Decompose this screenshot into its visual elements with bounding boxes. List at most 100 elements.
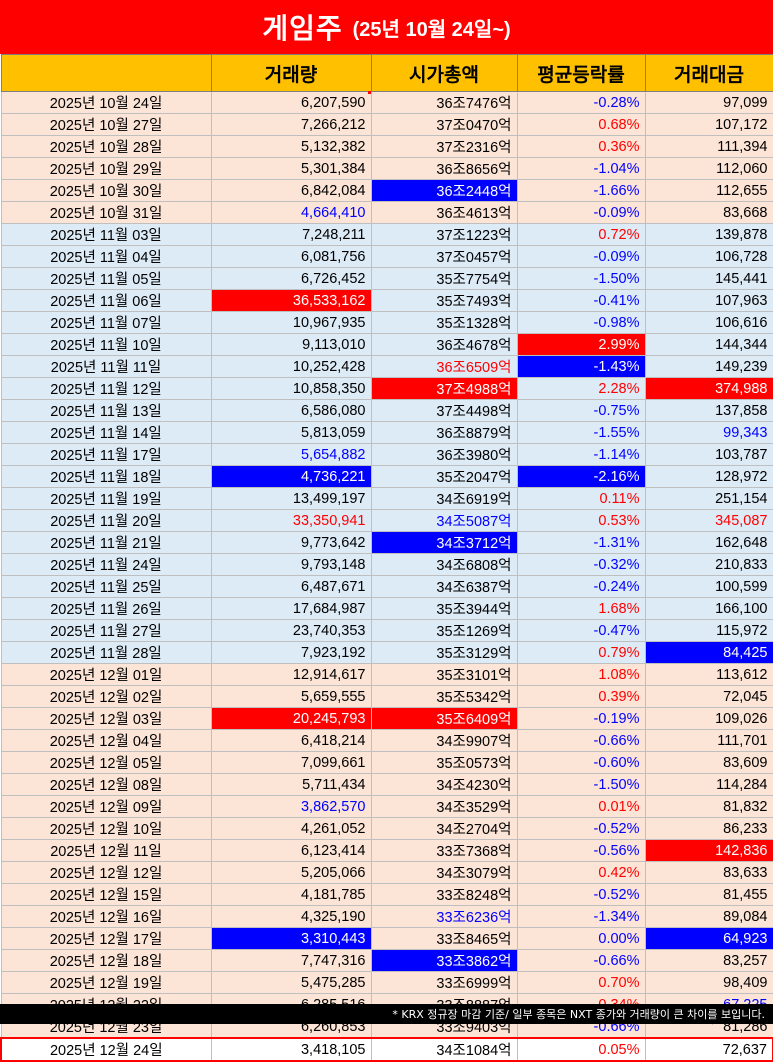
footnote: * KRX 정규장 마감 기준/ 일부 종목은 NXT 종가와 거래량이 큰 차… (0, 1004, 773, 1024)
date-cell: 2025년 11월 24일 (0, 553, 212, 576)
change-cell: -1.66% (516, 179, 646, 202)
amount-cell: 145,441 (644, 267, 773, 290)
amount-cell: 142,836 (644, 839, 773, 862)
date-cell: 2025년 11월 21일 (0, 531, 212, 554)
date-cell: 2025년 12월 09일 (0, 795, 212, 818)
volume-cell: 5,475,285 (210, 971, 372, 994)
table-row: 2025년 12월 17일 3,310,443 33조8465억 0.00% 64,92… (0, 927, 773, 950)
date-cell: 2025년 11월 25일 (0, 575, 212, 598)
title-bar: 게임주 (25년 10월 24일~) (0, 0, 773, 54)
change-cell: -1.50% (516, 773, 646, 796)
date-cell: 2025년 11월 28일 (0, 641, 212, 664)
volume-cell: 3,862,570 (210, 795, 372, 818)
amount-cell: 111,394 (644, 135, 773, 158)
volume-cell: 5,301,384 (210, 157, 372, 180)
change-cell: 0.70% (516, 971, 646, 994)
amount-cell: 144,344 (644, 333, 773, 356)
market-cap-cell: 35조7754억 (370, 267, 518, 290)
volume-cell: 7,099,661 (210, 751, 372, 774)
volume-cell: 36,533,162 (210, 289, 372, 312)
date-cell: 2025년 10월 24일 (0, 91, 212, 114)
change-cell: -0.19% (516, 707, 646, 730)
amount-cell: 128,972 (644, 465, 773, 488)
date-cell: 2025년 12월 04일 (0, 729, 212, 752)
volume-cell: 4,736,221 (210, 465, 372, 488)
change-cell: 0.79% (516, 641, 646, 664)
change-cell: -0.66% (516, 949, 646, 972)
volume-cell: 6,586,080 (210, 399, 372, 422)
volume-cell: 7,923,192 (210, 641, 372, 664)
table-row: 2025년 12월 11일 6,123,414 33조7368억 -0.56% 142,… (0, 839, 773, 862)
change-cell: 0.01% (516, 795, 646, 818)
date-cell: 2025년 12월 05일 (0, 751, 212, 774)
date-cell: 2025년 12월 15일 (0, 883, 212, 906)
market-cap-cell: 34조5087억 (370, 509, 518, 532)
volume-cell: 6,842,084 (210, 179, 372, 202)
date-cell: 2025년 11월 20일 (0, 509, 212, 532)
volume-cell: 13,499,197 (210, 487, 372, 510)
volume-cell: 6,418,214 (210, 729, 372, 752)
volume-cell: 9,773,642 (210, 531, 372, 554)
table-row: 2025년 12월 10일 4,261,052 34조2704억 -0.52% 86,2… (0, 817, 773, 840)
change-cell: -2.16% (516, 465, 646, 488)
date-cell: 2025년 10월 27일 (0, 113, 212, 136)
volume-cell: 4,261,052 (210, 817, 372, 840)
amount-cell: 111,701 (644, 729, 773, 752)
table-row: 2025년 11월 12일 10,858,350 37조4988억 2.28% 374,… (0, 377, 773, 400)
market-cap-cell: 34조6919억 (370, 487, 518, 510)
market-cap-cell: 37조0457억 (370, 245, 518, 268)
market-cap-cell: 37조0470억 (370, 113, 518, 136)
volume-cell: 6,123,414 (210, 839, 372, 862)
volume-cell: 9,113,010 (210, 333, 372, 356)
change-cell: -0.98% (516, 311, 646, 334)
change-cell: -1.50% (516, 267, 646, 290)
market-cap-cell: 33조6999억 (370, 971, 518, 994)
change-cell: -0.75% (516, 399, 646, 422)
date-cell: 2025년 11월 18일 (0, 465, 212, 488)
change-cell: -0.32% (516, 553, 646, 576)
date-cell: 2025년 11월 19일 (0, 487, 212, 510)
volume-cell: 5,659,555 (210, 685, 372, 708)
table-row: 2025년 11월 04일 6,081,756 37조0457억 -0.09% 106,… (0, 245, 773, 268)
table-row: 2025년 12월 18일 7,747,316 33조3862억 -0.66% 83,2… (0, 949, 773, 972)
date-cell: 2025년 11월 13일 (0, 399, 212, 422)
change-cell: -1.55% (516, 421, 646, 444)
amount-cell: 81,455 (644, 883, 773, 906)
market-cap-cell: 34조3079억 (370, 861, 518, 884)
date-cell: 2025년 12월 17일 (0, 927, 212, 950)
table-row: 2025년 12월 04일 6,418,214 34조9907억 -0.66% 111,… (0, 729, 773, 752)
page-subtitle: (25년 10월 24일~) (352, 18, 511, 41)
table-row: 2025년 12월 02일 5,659,555 35조5342억 0.39% 72,04… (0, 685, 773, 708)
volume-cell: 6,726,452 (210, 267, 372, 290)
date-cell: 2025년 11월 27일 (0, 619, 212, 642)
volume-cell: 4,325,190 (210, 905, 372, 928)
market-cap-cell: 36조8879억 (370, 421, 518, 444)
table-row: 2025년 12월 24일 3,418,105 34조1084억 0.05% 72,63… (0, 1037, 773, 1062)
volume-cell: 4,664,410 (210, 201, 372, 224)
amount-cell: 137,858 (644, 399, 773, 422)
market-cap-cell: 36조2448억 (370, 179, 518, 202)
volume-cell: 17,684,987 (210, 597, 372, 620)
market-cap-cell: 33조6236억 (370, 905, 518, 928)
amount-cell: 139,878 (644, 223, 773, 246)
table-row: 2025년 11월 07일 10,967,935 35조1328억 -0.98% 106… (0, 311, 773, 334)
header-amount: 거래대금 (644, 54, 773, 92)
market-cap-cell: 36조6509억 (370, 355, 518, 378)
volume-cell: 4,181,785 (210, 883, 372, 906)
amount-cell: 86,233 (644, 817, 773, 840)
table-row: 2025년 11월 28일 7,923,192 35조3129억 0.79% 84,42… (0, 641, 773, 664)
market-cap-cell: 35조7493억 (370, 289, 518, 312)
table-row: 2025년 10월 28일 5,132,382 37조2316억 0.36% 111,3… (0, 135, 773, 158)
market-cap-cell: 36조7476억 (370, 91, 518, 114)
market-cap-cell: 35조0573억 (370, 751, 518, 774)
date-cell: 2025년 12월 02일 (0, 685, 212, 708)
volume-cell: 6,487,671 (210, 575, 372, 598)
table-row: 2025년 11월 03일 7,248,211 37조1223억 0.72% 139,8… (0, 223, 773, 246)
market-cap-cell: 34조3712억 (370, 531, 518, 554)
date-cell: 2025년 11월 07일 (0, 311, 212, 334)
amount-cell: 106,728 (644, 245, 773, 268)
amount-cell: 106,616 (644, 311, 773, 334)
change-cell: -0.52% (516, 817, 646, 840)
date-cell: 2025년 10월 30일 (0, 179, 212, 202)
date-cell: 2025년 12월 24일 (0, 1037, 212, 1062)
